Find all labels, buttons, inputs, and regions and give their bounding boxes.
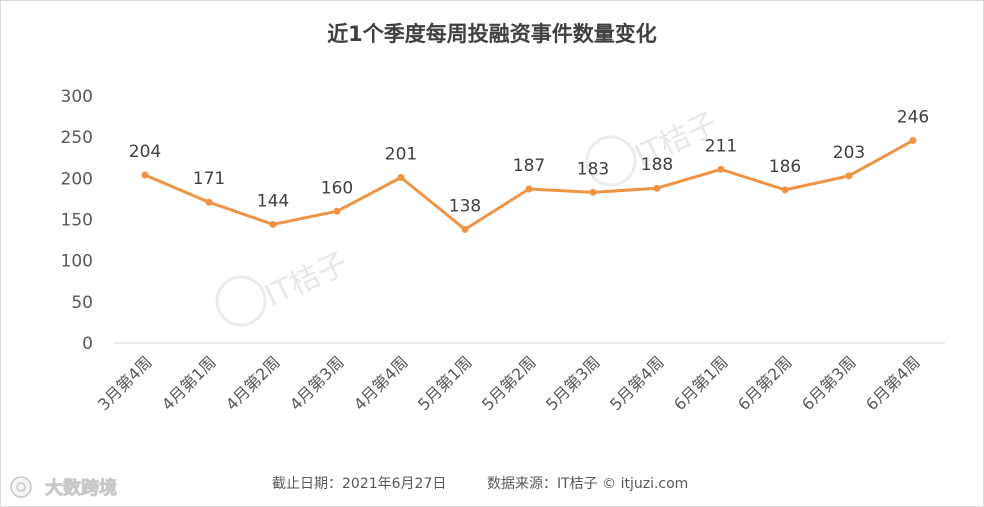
x-tick-label: 5月第4周 [606, 352, 668, 414]
data-label: 201 [385, 145, 417, 165]
y-tick-label: 100 [61, 252, 93, 272]
data-label: 144 [257, 191, 289, 211]
data-point [461, 225, 469, 233]
brand-logo-inner-icon [16, 482, 26, 492]
watermark-logo-icon [585, 135, 637, 187]
data-label: 138 [449, 196, 481, 216]
data-point [205, 198, 213, 206]
y-tick-label: 200 [61, 169, 93, 189]
data-labels: 204 171 144 160 201 138 187 183 188 211 186 203 246 [129, 107, 929, 216]
data-point [653, 184, 661, 192]
data-point [589, 188, 597, 196]
brand-logo-icon [10, 476, 32, 498]
x-tick-label: 4月第3周 [286, 352, 348, 414]
x-tick-label: 4月第4周 [350, 352, 412, 414]
x-tick-label: 5月第2周 [478, 352, 540, 414]
watermark-left: IT桔子 [215, 246, 354, 327]
brand-name: 大数跨境 [45, 477, 117, 499]
x-tick-label: 6月第3周 [798, 352, 860, 414]
x-tick-label: 6月第2周 [734, 352, 796, 414]
data-label: 211 [705, 136, 737, 156]
data-label: 187 [513, 156, 545, 176]
data-point [525, 185, 533, 193]
x-tick-label: 6月第1周 [670, 352, 732, 414]
x-axis: 3月第4周 4月第1周 4月第2周 4月第3周 4月第4周 5月第1周 5月第2周 5月第3周… [94, 352, 924, 414]
y-tick-label: 150 [61, 211, 93, 231]
y-axis: 0 50 100 150 200 250 300 [61, 87, 93, 354]
x-tick-label: 4月第1周 [158, 352, 220, 414]
y-tick-label: 50 [71, 293, 93, 313]
data-point [717, 165, 725, 173]
data-point [269, 220, 277, 228]
x-tick-label: 6月第4周 [862, 352, 924, 414]
data-label: 203 [833, 143, 865, 163]
chart-title: 近1个季度每周投融资事件数量变化 [327, 22, 657, 46]
series-line [144, 139, 914, 231]
data-label: 246 [897, 107, 929, 127]
data-label: 160 [321, 178, 353, 198]
data-point [909, 136, 917, 144]
data-point [397, 174, 405, 182]
data-label: 171 [193, 169, 225, 189]
data-label: 204 [129, 142, 161, 162]
data-points [141, 136, 917, 233]
data-label: 188 [641, 155, 673, 175]
x-tick-label: 5月第3周 [542, 352, 604, 414]
y-tick-label: 250 [61, 128, 93, 148]
data-point [333, 207, 341, 215]
x-tick-label: 3月第4周 [94, 352, 156, 414]
footer-date: 截止日期：2021年6月27日 [272, 476, 446, 492]
data-point [141, 171, 149, 179]
data-label: 183 [577, 159, 609, 179]
data-point [845, 172, 853, 180]
watermark-text-left: IT桔子 [260, 246, 354, 315]
data-label: 186 [769, 157, 801, 177]
y-tick-label: 0 [82, 334, 93, 354]
x-tick-label: 5月第1周 [414, 352, 476, 414]
watermark-logo-icon [215, 275, 267, 327]
data-point [781, 186, 789, 194]
y-tick-label: 300 [61, 87, 93, 107]
brand-badge: 大数跨境 [10, 476, 117, 499]
footer-source: 数据来源：IT桔子 © itjuzi.com [487, 476, 688, 492]
x-tick-label: 4月第2周 [222, 352, 284, 414]
